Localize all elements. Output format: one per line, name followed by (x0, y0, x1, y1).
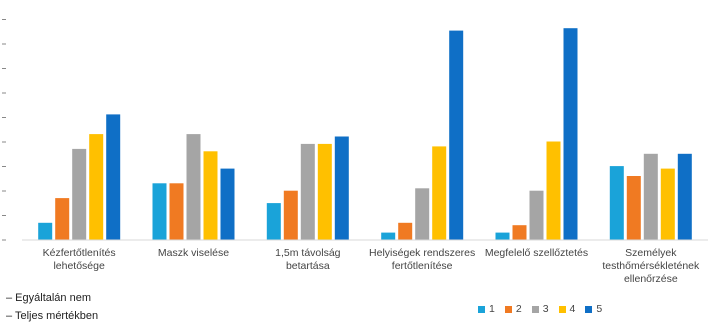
bar-series-3-cat-4 (415, 188, 430, 240)
y-axis (2, 19, 6, 241)
bar-series-2-cat-4 (398, 222, 413, 240)
legend-label: 5 (596, 303, 603, 315)
bar-series-4-cat-2 (203, 151, 218, 240)
bar-series-1-cat-5 (495, 232, 510, 240)
legend-swatch (585, 305, 593, 313)
legend-swatch (478, 305, 485, 313)
legend: 1 2 3 4 5 (478, 303, 602, 315)
bar-series-5-cat-4 (449, 30, 464, 240)
bar-series-3-cat-5 (529, 190, 544, 240)
bar-series-3-cat-6 (643, 153, 658, 240)
bar-series-4-cat-4 (432, 146, 447, 240)
x-tick-label: Megfelelő szellőztetés (484, 247, 589, 259)
bar-series-4-cat-1 (89, 134, 104, 240)
bar-series-4-cat-6 (660, 168, 675, 240)
bar-series-1-cat-2 (152, 183, 167, 240)
bar-series-4-cat-5 (546, 141, 561, 240)
x-tick-label: Kézfertőtlenítés lehetősége (42, 247, 116, 272)
bar-series-5-cat-2 (220, 168, 235, 240)
bar-series-2-cat-1 (55, 198, 70, 240)
bar-series-2-cat-6 (626, 176, 641, 240)
legend-label: 3 (542, 303, 549, 315)
bar-series-3-cat-3 (300, 143, 315, 240)
bar-series-2-cat-5 (512, 225, 527, 240)
bar-series-1-cat-3 (266, 203, 281, 240)
bar-series-3-cat-2 (186, 134, 201, 240)
x-tick-label: Helyiségek rendszeres fertőtlenítése (369, 247, 476, 272)
legend-item: 5 (585, 303, 602, 315)
bar-series-1-cat-6 (609, 166, 624, 240)
legend-item: 2 (504, 303, 522, 315)
legend-label: 2 (515, 303, 522, 315)
bar-series-1-cat-1 (38, 222, 53, 240)
legend-swatch (504, 305, 512, 313)
legend-item: 3 (531, 303, 549, 315)
bars (38, 28, 692, 241)
legend-swatch (531, 305, 539, 313)
legend-item: 1 (478, 303, 495, 315)
x-tick-label: Maszk viselése (157, 247, 230, 259)
bar-series-2-cat-2 (169, 183, 184, 240)
scale-note-high: – Teljes mértékben (6, 310, 99, 322)
bar-series-5-cat-1 (106, 114, 121, 240)
legend-label: 1 (489, 303, 495, 315)
legend-label: 4 (569, 303, 576, 315)
bar-series-4-cat-3 (317, 143, 332, 240)
bar-series-5-cat-6 (677, 153, 692, 240)
x-tick-label: Személyek testhőmérsékletének ellenőrzés… (602, 247, 700, 285)
bar-series-3-cat-1 (72, 148, 87, 240)
scale-note-low: – Egyáltalán nem (6, 292, 91, 304)
x-tick-label: 1,5m távolság betartása (275, 247, 341, 272)
bar-series-1-cat-4 (381, 232, 396, 240)
legend-item: 4 (558, 303, 576, 315)
bar-series-5-cat-5 (563, 28, 578, 241)
bar-series-5-cat-3 (334, 136, 349, 240)
legend-swatch (558, 305, 566, 313)
bar-series-2-cat-3 (283, 190, 298, 240)
